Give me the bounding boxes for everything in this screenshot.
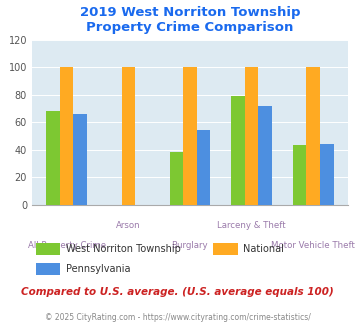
- Text: Arson: Arson: [116, 221, 141, 230]
- Text: Larceny & Theft: Larceny & Theft: [217, 221, 286, 230]
- Text: Burglary: Burglary: [171, 241, 208, 250]
- Text: All Property Crime: All Property Crime: [28, 241, 106, 250]
- Bar: [170, 152, 183, 205]
- Text: West Norriton Township: West Norriton Township: [66, 244, 181, 254]
- Text: Pennsylvania: Pennsylvania: [66, 264, 130, 274]
- Bar: [183, 67, 197, 205]
- Text: National: National: [243, 244, 284, 254]
- Text: Motor Vehicle Theft: Motor Vehicle Theft: [271, 241, 355, 250]
- Bar: [46, 111, 60, 205]
- Bar: [293, 146, 306, 205]
- Text: Compared to U.S. average. (U.S. average equals 100): Compared to U.S. average. (U.S. average …: [21, 287, 334, 297]
- Bar: [121, 67, 135, 205]
- Bar: [245, 67, 258, 205]
- Bar: [231, 96, 245, 205]
- Bar: [306, 67, 320, 205]
- Bar: [60, 67, 73, 205]
- Bar: [197, 130, 210, 205]
- Bar: [320, 144, 334, 205]
- Bar: [73, 114, 87, 205]
- Title: 2019 West Norriton Township
Property Crime Comparison: 2019 West Norriton Township Property Cri…: [80, 6, 300, 34]
- Bar: [258, 106, 272, 205]
- Text: © 2025 CityRating.com - https://www.cityrating.com/crime-statistics/: © 2025 CityRating.com - https://www.city…: [45, 313, 310, 322]
